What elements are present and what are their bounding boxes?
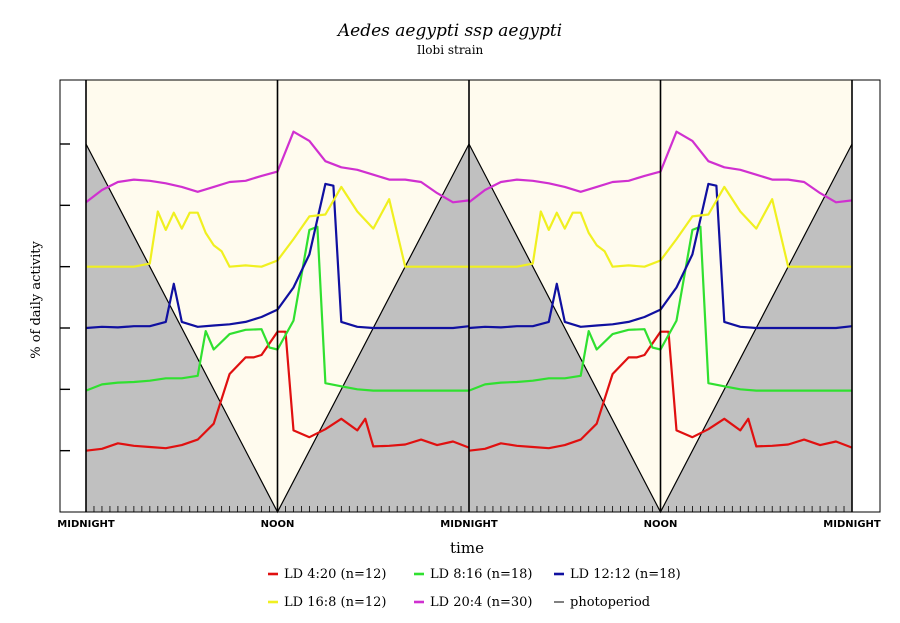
x-tick-label-2: NOON	[261, 519, 295, 530]
series-line-4	[86, 185, 469, 268]
chart-subtitle: Ilobi strain	[417, 43, 484, 57]
plot-border	[59, 79, 881, 513]
series-line-1-repeat	[468, 330, 853, 452]
legend-label-3: LD 12:12 (n=18)	[570, 567, 681, 582]
series-line-1	[85, 330, 470, 452]
y-axis-label: % of daily activity	[29, 241, 44, 359]
x-tick-label-3: MIDNIGHT	[440, 519, 498, 530]
legend-label-4: LD 16:8 (n=12)	[284, 595, 386, 610]
legend-label-2: LD 8:16 (n=18)	[430, 567, 532, 582]
series-line-2	[85, 225, 469, 392]
legend-label-6: photoperiod	[570, 595, 650, 610]
x-tick-label-4: NOON	[644, 519, 678, 530]
x-tick-label-1: MIDNIGHT	[57, 519, 115, 530]
legend: LD 4:20 (n=12) LD 8:16 (n=18) LD 12:12 (n=…	[268, 567, 681, 610]
x-tick-labels: MIDNIGHT NOON MIDNIGHT NOON MIDNIGHT	[57, 519, 881, 530]
legend-label-1: LD 4:20 (n=12)	[284, 567, 386, 582]
series-line-4-repeat	[469, 185, 852, 268]
plot-frame	[59, 79, 881, 513]
legend-label-5: LD 20:4 (n=30)	[430, 595, 532, 610]
chart-title: Aedes aegypti ssp aegypti	[336, 21, 562, 41]
x-axis-label: time	[450, 539, 484, 557]
x-tick-label-5: MIDNIGHT	[823, 519, 881, 530]
series-line-2-repeat	[468, 225, 852, 392]
